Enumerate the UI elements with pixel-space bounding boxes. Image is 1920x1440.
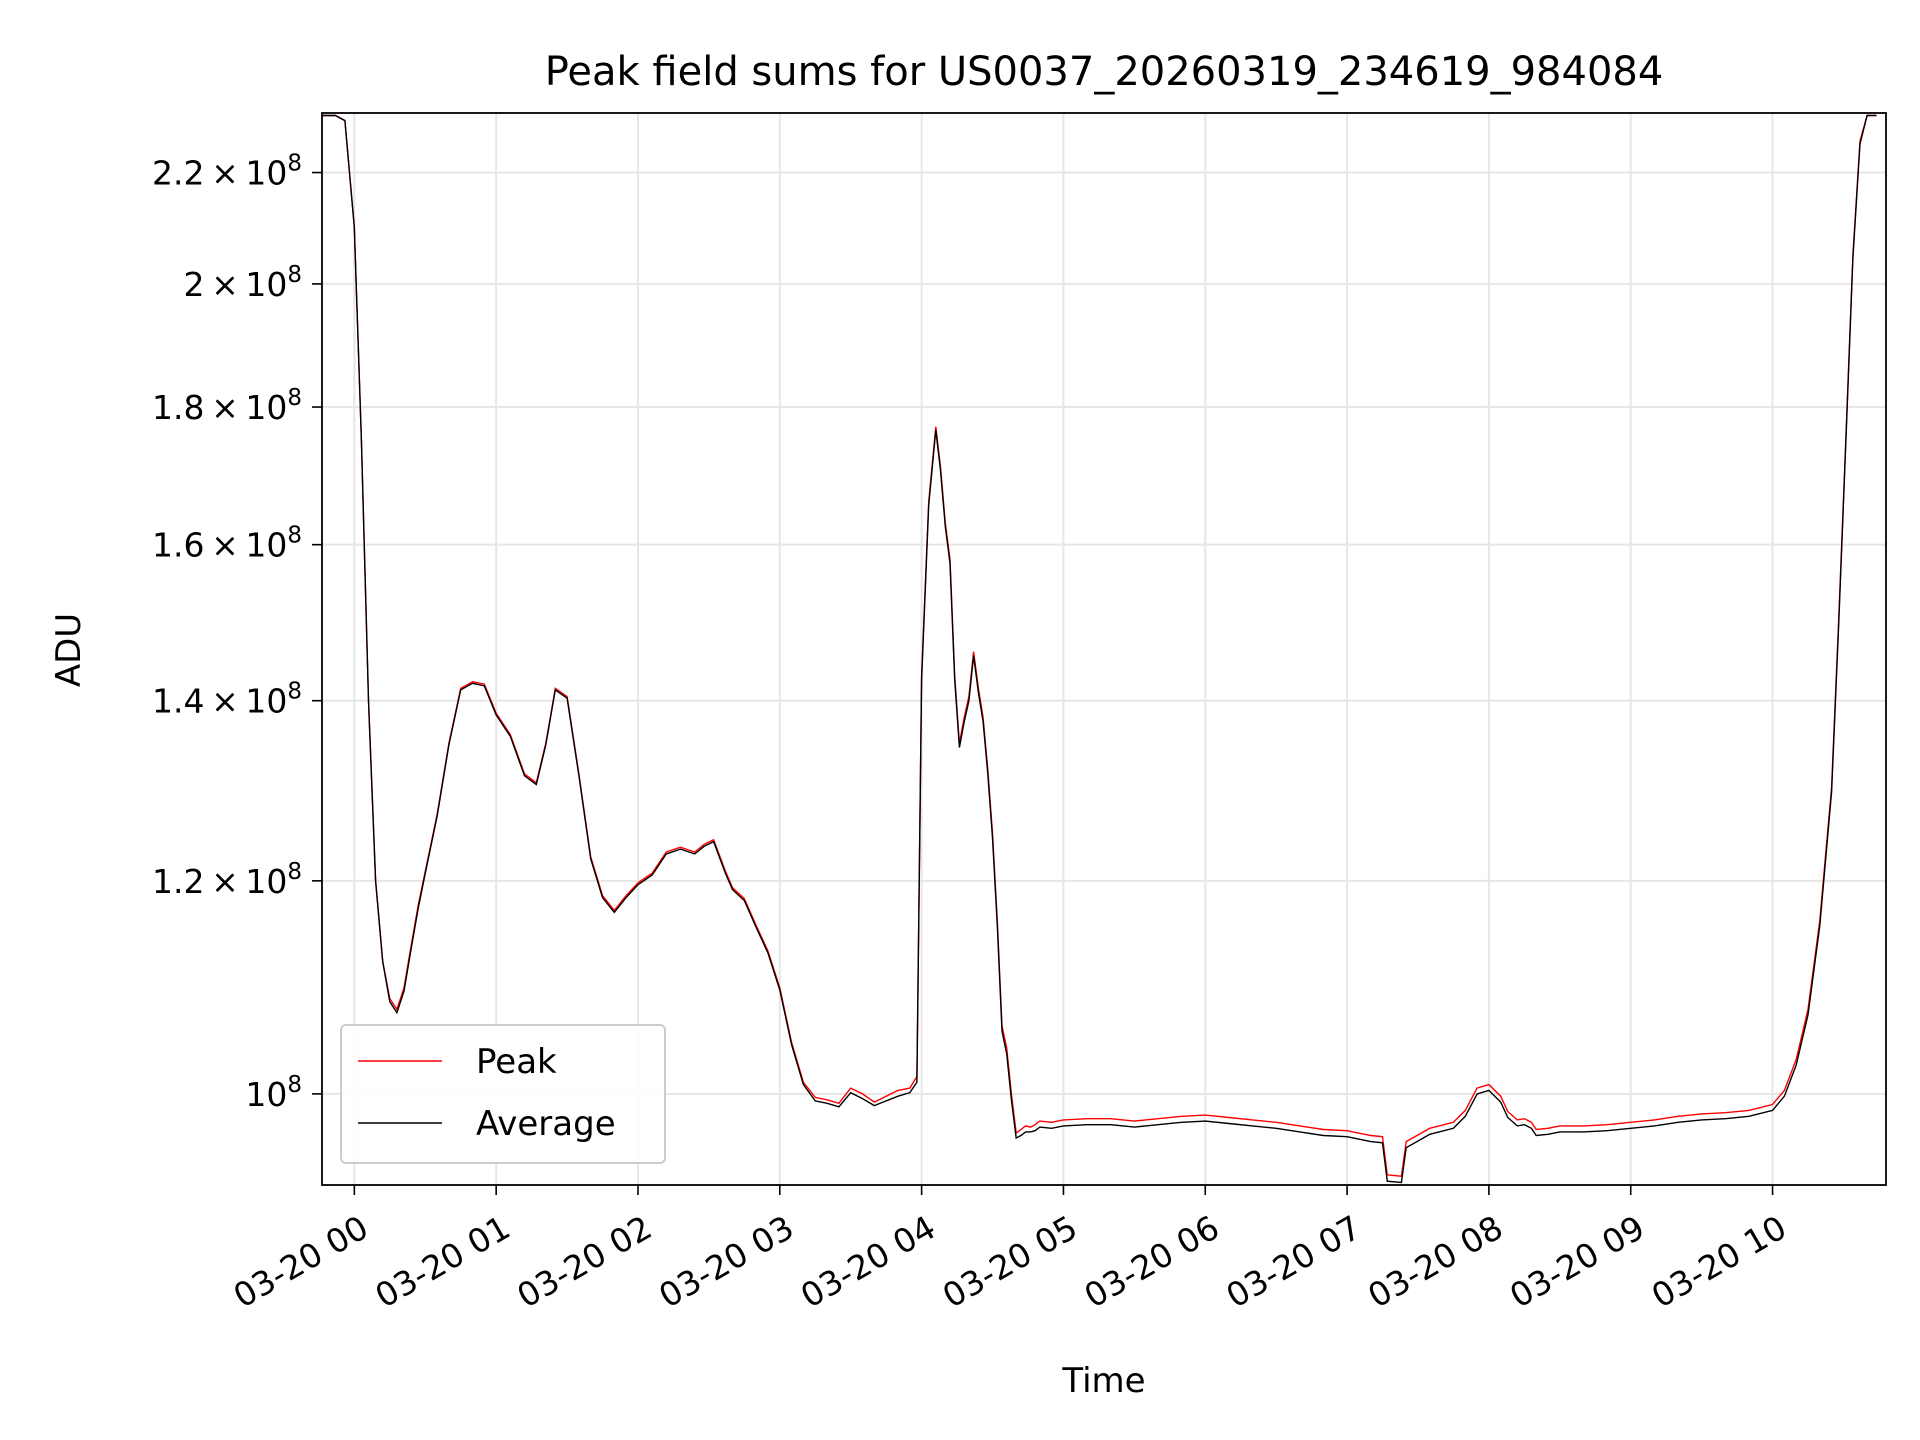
legend-label-average: Average: [476, 1104, 616, 1144]
y-axis: 108 1.2 × 108 1.4 × 108 1.6 × 108 1.8 × 108 2…: [152, 151, 322, 1114]
y-tick-label: 2 × 108: [184, 262, 302, 304]
y-tick-label: 2.2 × 108: [152, 151, 302, 193]
series-line-average: [321, 114, 1877, 1184]
y-tick-label: 1.6 × 108: [152, 523, 302, 565]
y-axis-label: ADU: [49, 613, 89, 687]
y-tick-label: 1.4 × 108: [152, 679, 302, 721]
legend-label-peak: Peak: [476, 1042, 557, 1082]
legend-box: [340, 1024, 666, 1164]
y-tick-label: 1.8 × 108: [152, 385, 302, 427]
series-layer: [321, 114, 1877, 1184]
y-tick-label: 1.2 × 108: [152, 859, 302, 901]
x-axis-label: Time: [1061, 1361, 1145, 1401]
grid: [322, 113, 1886, 1185]
plot-frame: [321, 112, 1887, 1186]
chart-title: Peak field sums for US0037_20260319_2346…: [545, 49, 1664, 95]
legend: Peak Average: [340, 1024, 666, 1164]
y-tick-label: 108: [245, 1072, 302, 1114]
